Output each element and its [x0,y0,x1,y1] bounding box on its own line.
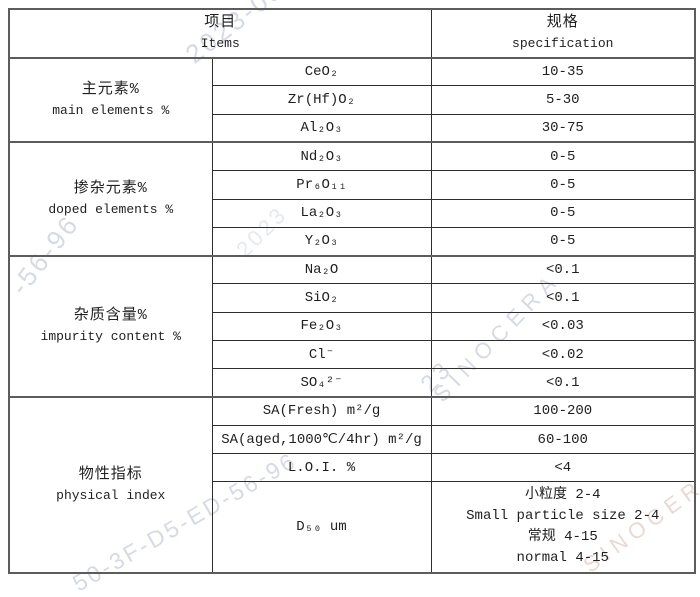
category-main-elements: 主元素% main elements % [8,56,213,143]
table-row: 主元素% main elements % CeO₂ 10-35 [8,56,696,143]
header-items-en: Items [200,36,240,52]
header-items-cell: 项目 Items [8,8,432,59]
spec-line: 常规 4-15 [527,529,598,546]
item-cell: L.O.I. % [211,453,432,483]
spec-cell: 10-35 [430,56,696,87]
spec-cell: 0-5 [430,170,696,200]
header-items-zh: 项目 [204,14,237,32]
table-row: 掺杂元素% doped elements % Nd₂O₃ 0-5 [8,141,696,257]
spec-cell: <0.02 [430,339,696,370]
table-row: Y₂O₃ 0-5 [9,226,696,257]
item-cell: Zr(Hf)O₂ [211,85,432,115]
category-en: main elements % [52,102,170,118]
item-cell: Y₂O₃ [211,226,432,257]
table-row: SA(aged,1000℃/4hr) m²/g 60-100 [9,424,696,455]
table-row: 物性指标 physical index SA(Fresh) m²/g 100-2… [8,396,696,574]
table-row: Fe₂O₃ <0.03 [9,311,696,341]
category-en: physical index [56,488,166,504]
spec-cell: <0.03 [430,311,696,341]
category-doped-elements: 掺杂元素% doped elements % [8,141,213,257]
item-cell: D₅₀ um [211,481,432,574]
table-row: 杂质含量% impurity content % Na₂O <0.1 [8,254,696,398]
spec-cell: 30-75 [430,113,696,143]
spec-cell: <0.1 [430,283,696,313]
category-zh: 主元素% [81,80,140,98]
table-row: Cl⁻ <0.02 [9,339,696,370]
item-cell: SO₄²⁻ [211,368,432,398]
category-zh: 杂质含量% [73,307,148,325]
category-zh: 掺杂元素% [73,180,148,197]
item-cell: Nd₂O₃ [211,141,432,172]
category-en: doped elements % [48,202,174,217]
item-cell: SA(Fresh) m²/g [211,396,432,426]
item-cell: CeO₂ [211,56,432,87]
header-spec-en: specification [512,36,614,52]
spec-cell: 0-5 [430,141,696,172]
spec-cell: 5-30 [430,85,696,115]
table-row: D₅₀ um 小粒度 2-4 Small particle size 2-4 常… [9,481,696,574]
item-cell: Fe₂O₃ [211,311,432,341]
table-row: Zr(Hf)O₂ 5-30 [9,85,696,115]
spec-cell: <4 [430,453,696,483]
spec-line: normal 4-15 [516,550,609,567]
category-en: impurity content % [40,329,181,345]
header-spec-zh: 规格 [546,14,579,32]
table-row: La₂O₃ 0-5 [9,198,696,228]
spec-cell: <0.1 [430,254,696,285]
item-cell: Pr₆O₁₁ [211,170,432,200]
specification-table: 项目 Items 规格 specification 主元素% main elem… [8,8,697,574]
category-zh: 物性指标 [78,466,143,484]
item-cell: Na₂O [211,254,432,285]
table-row: L.O.I. % <4 [9,453,696,483]
table-header-row: 项目 Items 规格 specification [8,8,696,59]
item-cell: Cl⁻ [211,339,432,370]
category-impurity-content: 杂质含量% impurity content % [8,254,213,398]
spec-line: 小粒度 2-4 [524,487,601,504]
header-spec-cell: 规格 specification [430,8,696,59]
spec-sheet: 2023-08 -56-96 2023 SINOCERA 23 50-3F-D5… [4,0,700,597]
item-cell: La₂O₃ [211,198,432,228]
spec-cell: 100-200 [430,396,696,426]
spec-cell: 0-5 [430,226,696,257]
spec-cell: <0.1 [430,368,696,398]
table-row: SiO₂ <0.1 [9,283,696,313]
spec-line: Small particle size 2-4 [466,508,660,525]
category-physical-index: 物性指标 physical index [8,396,213,574]
item-cell: Al₂O₃ [211,113,432,143]
spec-cell: 60-100 [430,424,696,455]
spec-cell-d50: 小粒度 2-4 Small particle size 2-4 常规 4-15 … [430,481,696,574]
item-cell: SiO₂ [211,283,432,313]
spec-cell: 0-5 [430,198,696,228]
item-cell: SA(aged,1000℃/4hr) m²/g [211,424,432,455]
table-row: Al₂O₃ 30-75 [9,113,696,143]
table-row: Pr₆O₁₁ 0-5 [9,170,696,200]
